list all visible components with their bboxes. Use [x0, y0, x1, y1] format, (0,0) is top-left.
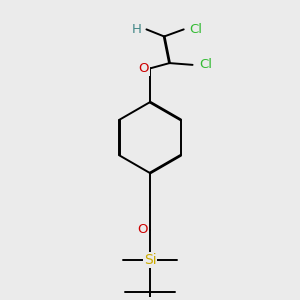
Text: O: O [138, 62, 149, 75]
Text: Si: Si [144, 253, 156, 267]
Text: H: H [131, 23, 141, 36]
Text: O: O [137, 223, 147, 236]
Text: Cl: Cl [199, 58, 212, 71]
Text: Cl: Cl [189, 23, 202, 36]
